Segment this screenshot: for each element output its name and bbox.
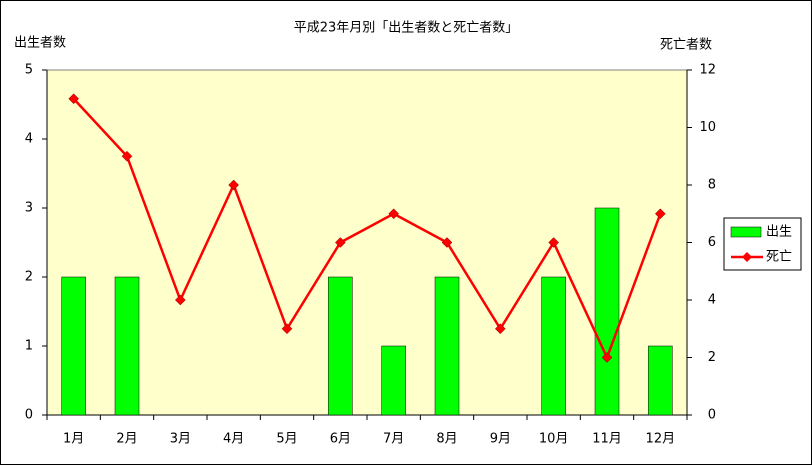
x-tick-label: 5月 xyxy=(276,432,297,447)
x-tick-label: 9月 xyxy=(490,432,511,447)
y-tick-label: 3 xyxy=(25,201,33,216)
legend-swatch xyxy=(730,226,762,238)
chart-title: 平成23年月別「出生者数と死亡者数」 xyxy=(294,21,519,36)
line xyxy=(72,97,662,361)
y-tick-label: 2 xyxy=(25,270,33,285)
bar xyxy=(381,345,406,416)
y-tick-label: 1 xyxy=(25,339,33,354)
x-tick-label: 1月 xyxy=(63,432,84,447)
point xyxy=(281,323,293,335)
point xyxy=(228,179,240,191)
x-tick-label: 8月 xyxy=(436,432,457,447)
plot-area xyxy=(46,69,688,416)
y2-tick-label: 12 xyxy=(699,63,716,78)
y2-tick-label: 4 xyxy=(708,293,716,308)
bar xyxy=(434,276,460,416)
point xyxy=(548,237,560,248)
bar xyxy=(541,276,566,416)
y2-tick-label: 10 xyxy=(699,120,716,135)
bar xyxy=(61,276,86,416)
point xyxy=(441,237,453,248)
y-tick-label: 5 xyxy=(25,63,33,78)
y2-tick-label: 2 xyxy=(708,350,716,365)
point xyxy=(654,208,666,220)
legend-box xyxy=(723,217,802,271)
x-tick-label: 12月 xyxy=(646,432,676,447)
legend-label: 死亡 xyxy=(766,250,792,265)
point xyxy=(601,352,613,363)
y-tick-label: 4 xyxy=(25,132,33,147)
point xyxy=(334,237,346,248)
x-tick-label: 2月 xyxy=(116,432,137,447)
point xyxy=(68,93,80,105)
y2-axis-label: 死亡者数 xyxy=(660,38,712,53)
x-tick-label: 4月 xyxy=(223,432,244,447)
y-axis-label: 出生者数 xyxy=(14,36,66,51)
point xyxy=(494,323,506,335)
point xyxy=(121,150,133,162)
x-tick-label: 6月 xyxy=(330,432,351,447)
legend-marker xyxy=(742,252,752,262)
x-tick-label: 3月 xyxy=(170,432,191,447)
x-tick-label: 10月 xyxy=(539,432,569,447)
bar xyxy=(114,276,140,416)
x-tick-label: 7月 xyxy=(383,432,404,447)
bar xyxy=(328,276,353,416)
bar xyxy=(594,207,620,416)
y2-tick-label: 6 xyxy=(708,235,716,250)
x-tick-label: 11月 xyxy=(592,432,622,447)
legend-label: 出生 xyxy=(766,225,792,240)
y2-tick-label: 8 xyxy=(708,178,716,193)
bar xyxy=(648,345,673,416)
y-tick-label: 0 xyxy=(25,408,33,423)
point xyxy=(388,208,400,220)
point xyxy=(174,294,186,306)
y2-tick-label: 0 xyxy=(708,408,716,423)
